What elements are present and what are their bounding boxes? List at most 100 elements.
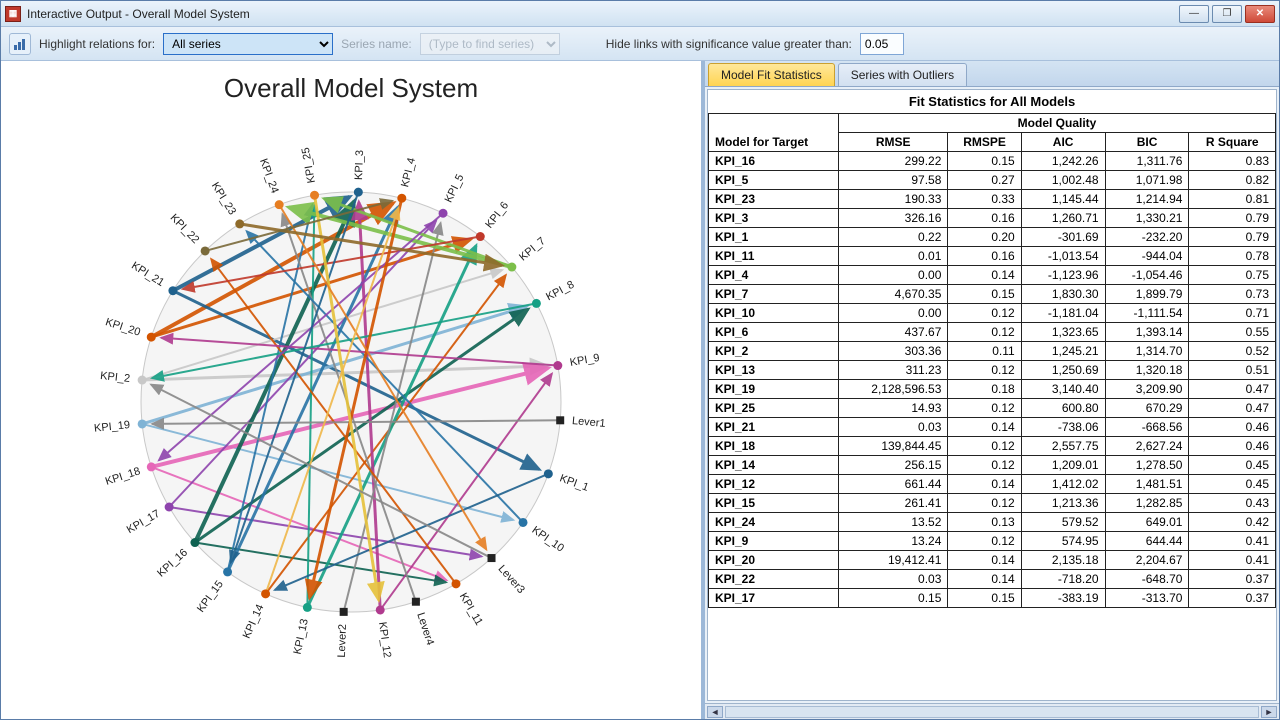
cell-value: -648.70 xyxy=(1105,570,1189,589)
cell-value: 1,330.21 xyxy=(1105,209,1189,228)
cell-value: 0.03 xyxy=(839,418,948,437)
scroll-right-icon[interactable]: ► xyxy=(1261,706,1277,718)
col-rmse[interactable]: RMSE xyxy=(839,133,948,152)
table-row[interactable]: KPI_3326.160.161,260.711,330.210.79 xyxy=(709,209,1276,228)
table-row[interactable]: KPI_2413.520.13579.52649.010.42 xyxy=(709,513,1276,532)
table-row[interactable]: KPI_110.010.16-1,013.54-944.040.78 xyxy=(709,247,1276,266)
table-area[interactable]: Fit Statistics for All Models Model for … xyxy=(707,89,1277,701)
cell-target: KPI_16 xyxy=(709,152,839,171)
scroll-track[interactable] xyxy=(725,706,1259,718)
cell-value: 1,323.65 xyxy=(1021,323,1105,342)
cell-target: KPI_11 xyxy=(709,247,839,266)
table-row[interactable]: KPI_23190.330.331,145.441,214.940.81 xyxy=(709,190,1276,209)
cell-value: 0.18 xyxy=(948,380,1021,399)
cell-value: 0.55 xyxy=(1189,323,1276,342)
table-row[interactable]: KPI_13311.230.121,250.691,320.180.51 xyxy=(709,361,1276,380)
horizontal-scrollbar[interactable]: ◄ ► xyxy=(705,703,1279,719)
col-target: Model for Target xyxy=(709,114,839,152)
cell-target: KPI_14 xyxy=(709,456,839,475)
titlebar[interactable]: ▦ Interactive Output - Overall Model Sys… xyxy=(1,1,1279,27)
cell-target: KPI_21 xyxy=(709,418,839,437)
significance-input[interactable] xyxy=(860,33,904,55)
cell-target: KPI_12 xyxy=(709,475,839,494)
table-row[interactable]: KPI_2303.360.111,245.211,314.700.52 xyxy=(709,342,1276,361)
table-row[interactable]: KPI_913.240.12574.95644.440.41 xyxy=(709,532,1276,551)
tab-model-fit-statistics[interactable]: Model Fit Statistics xyxy=(708,63,835,86)
cell-value: 0.71 xyxy=(1189,304,1276,323)
cell-value: 1,245.21 xyxy=(1021,342,1105,361)
highlight-select[interactable]: All series xyxy=(163,33,333,55)
cell-value: 2,557.75 xyxy=(1021,437,1105,456)
col-bic[interactable]: BIC xyxy=(1105,133,1189,152)
cell-value: 1,311.76 xyxy=(1105,152,1189,171)
cell-value: 1,145.44 xyxy=(1021,190,1105,209)
cell-value: -301.69 xyxy=(1021,228,1105,247)
cell-value: 1,260.71 xyxy=(1021,209,1105,228)
table-row[interactable]: KPI_12661.440.141,412.021,481.510.45 xyxy=(709,475,1276,494)
minimize-button[interactable]: — xyxy=(1179,5,1209,23)
cell-target: KPI_23 xyxy=(709,190,839,209)
cell-target: KPI_9 xyxy=(709,532,839,551)
table-row[interactable]: KPI_6437.670.121,323.651,393.140.55 xyxy=(709,323,1276,342)
table-row[interactable]: KPI_192,128,596.530.183,140.403,209.900.… xyxy=(709,380,1276,399)
cell-value: 13.24 xyxy=(839,532,948,551)
cell-value: 0.41 xyxy=(1189,532,1276,551)
content-area: Overall Model System KPI_25KPI_3KPI_4KPI… xyxy=(1,61,1279,719)
cell-value: 0.12 xyxy=(948,399,1021,418)
table-row[interactable]: KPI_74,670.350.151,830.301,899.790.73 xyxy=(709,285,1276,304)
cell-value: 1,314.70 xyxy=(1105,342,1189,361)
cell-value: 644.44 xyxy=(1105,532,1189,551)
cell-value: 0.51 xyxy=(1189,361,1276,380)
chart-options-icon[interactable] xyxy=(9,33,31,55)
stats-table: Model for TargetModel QualityRMSERMSPEAI… xyxy=(708,113,1276,608)
maximize-button[interactable]: ❐ xyxy=(1212,5,1242,23)
cell-target: KPI_2 xyxy=(709,342,839,361)
cell-value: 1,071.98 xyxy=(1105,171,1189,190)
table-row[interactable]: KPI_2019,412.410.142,135.182,204.670.41 xyxy=(709,551,1276,570)
cell-value: 256.15 xyxy=(839,456,948,475)
table-row[interactable]: KPI_10.220.20-301.69-232.200.79 xyxy=(709,228,1276,247)
cell-value: 1,209.01 xyxy=(1021,456,1105,475)
table-row[interactable]: KPI_16299.220.151,242.261,311.760.83 xyxy=(709,152,1276,171)
cell-value: 0.14 xyxy=(948,475,1021,494)
cell-value: 0.78 xyxy=(1189,247,1276,266)
cell-value: 0.00 xyxy=(839,266,948,285)
tab-series-with-outliers[interactable]: Series with Outliers xyxy=(838,63,967,86)
cell-value: 0.15 xyxy=(948,589,1021,608)
network-diagram[interactable]: KPI_25KPI_3KPI_4KPI_5KPI_6KPI_7KPI_8KPI_… xyxy=(71,112,631,672)
cell-value: 261.41 xyxy=(839,494,948,513)
table-row[interactable]: KPI_100.000.12-1,181.04-1,111.540.71 xyxy=(709,304,1276,323)
table-row[interactable]: KPI_14256.150.121,209.011,278.500.45 xyxy=(709,456,1276,475)
cell-value: 1,278.50 xyxy=(1105,456,1189,475)
table-row[interactable]: KPI_40.000.14-1,123.96-1,054.460.75 xyxy=(709,266,1276,285)
cell-value: 0.45 xyxy=(1189,475,1276,494)
chart-pane: Overall Model System KPI_25KPI_3KPI_4KPI… xyxy=(1,61,705,719)
cell-value: 0.12 xyxy=(948,494,1021,513)
cell-target: KPI_17 xyxy=(709,589,839,608)
table-row[interactable]: KPI_597.580.271,002.481,071.980.82 xyxy=(709,171,1276,190)
col-rmspe[interactable]: RMSPE xyxy=(948,133,1021,152)
cell-value: 0.83 xyxy=(1189,152,1276,171)
table-row[interactable]: KPI_15261.410.121,213.361,282.850.43 xyxy=(709,494,1276,513)
cell-value: 0.75 xyxy=(1189,266,1276,285)
cell-value: 3,140.40 xyxy=(1021,380,1105,399)
table-row[interactable]: KPI_210.030.14-738.06-668.560.46 xyxy=(709,418,1276,437)
cell-value: 0.16 xyxy=(948,247,1021,266)
cell-value: -232.20 xyxy=(1105,228,1189,247)
table-row[interactable]: KPI_220.030.14-718.20-648.700.37 xyxy=(709,570,1276,589)
cell-value: 1,481.51 xyxy=(1105,475,1189,494)
cell-value: 0.47 xyxy=(1189,380,1276,399)
table-row[interactable]: KPI_170.150.15-383.19-313.700.37 xyxy=(709,589,1276,608)
table-row[interactable]: KPI_18139,844.450.122,557.752,627.240.46 xyxy=(709,437,1276,456)
col-aic[interactable]: AIC xyxy=(1021,133,1105,152)
cell-value: 0.12 xyxy=(948,437,1021,456)
cell-value: 0.79 xyxy=(1189,209,1276,228)
cell-value: 0.46 xyxy=(1189,418,1276,437)
close-button[interactable]: ✕ xyxy=(1245,5,1275,23)
cell-value: 0.12 xyxy=(948,323,1021,342)
col-r-square[interactable]: R Square xyxy=(1189,133,1276,152)
table-row[interactable]: KPI_2514.930.12600.80670.290.47 xyxy=(709,399,1276,418)
cell-value: 190.33 xyxy=(839,190,948,209)
cell-value: 0.37 xyxy=(1189,570,1276,589)
scroll-left-icon[interactable]: ◄ xyxy=(707,706,723,718)
